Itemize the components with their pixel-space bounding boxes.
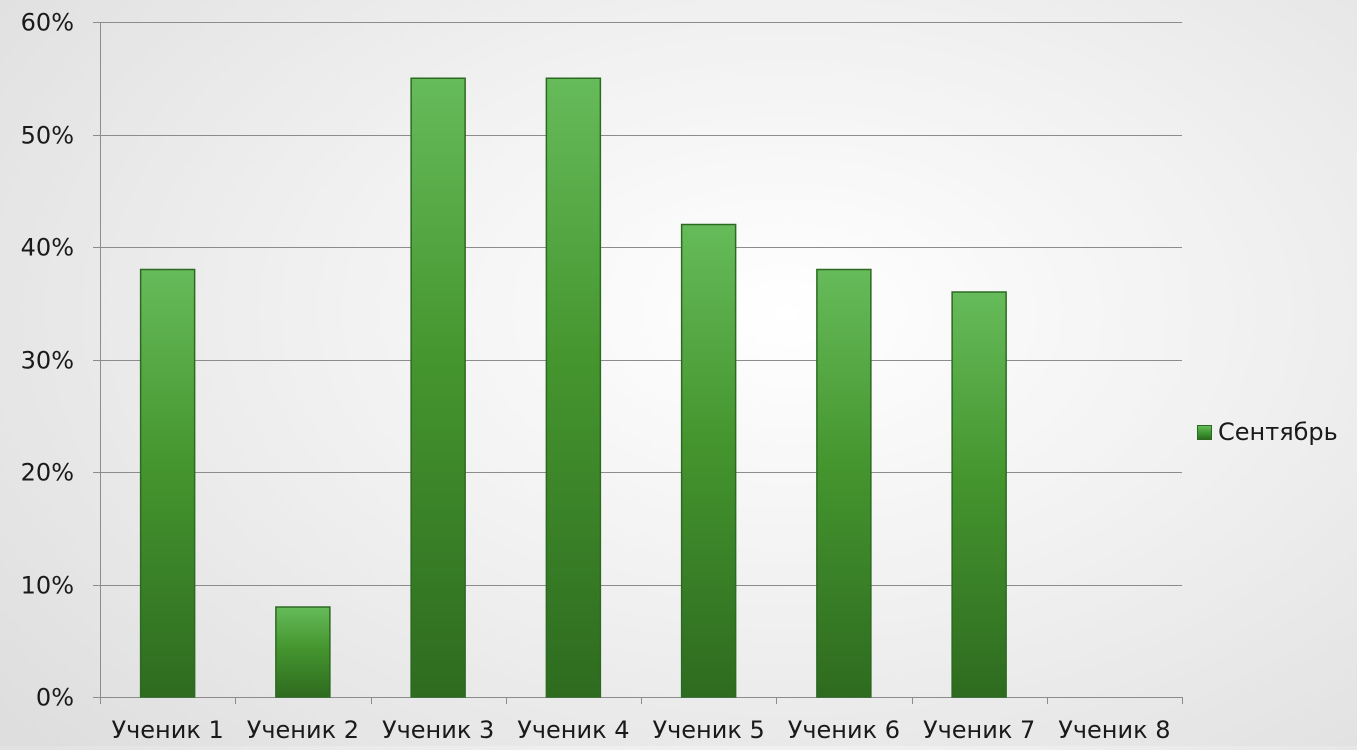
bars xyxy=(139,77,1007,698)
y-tick-label: 60% xyxy=(21,9,74,37)
legend-label: Сентябрь xyxy=(1218,418,1338,446)
bar xyxy=(545,77,602,698)
bar xyxy=(951,291,1007,698)
x-tick-label: Ученик 3 xyxy=(382,716,494,744)
bar xyxy=(680,223,737,698)
x-tick-label: Ученик 4 xyxy=(517,716,629,744)
y-tick-label: 40% xyxy=(21,234,74,262)
y-tick-label: 50% xyxy=(21,122,74,150)
bar xyxy=(139,268,196,698)
x-tick-label: Ученик 7 xyxy=(923,716,1035,744)
legend: Сентябрь xyxy=(1197,418,1338,446)
bar xyxy=(816,268,872,698)
axes xyxy=(93,22,1183,704)
tick-labels: 0% 10% 20% 30% 40% 50% 60% Ученик 1 Ученик 2 Учен… xyxy=(21,9,1171,745)
x-tick-label: Ученик 5 xyxy=(652,716,764,744)
x-tick-label: Ученик 6 xyxy=(788,716,900,744)
x-tick-label: Ученик 2 xyxy=(247,716,359,744)
legend-swatch xyxy=(1197,424,1212,440)
x-tick-label: Ученик 8 xyxy=(1058,716,1170,744)
x-tick-label: Ученик 1 xyxy=(111,716,223,744)
bar xyxy=(275,606,331,698)
gridlines xyxy=(100,22,1182,586)
bar xyxy=(410,77,466,698)
y-tick-label: 20% xyxy=(21,459,74,487)
y-tick-label: 30% xyxy=(21,347,74,375)
y-tick-label: 10% xyxy=(21,572,74,600)
y-tick-label: 0% xyxy=(36,684,74,712)
